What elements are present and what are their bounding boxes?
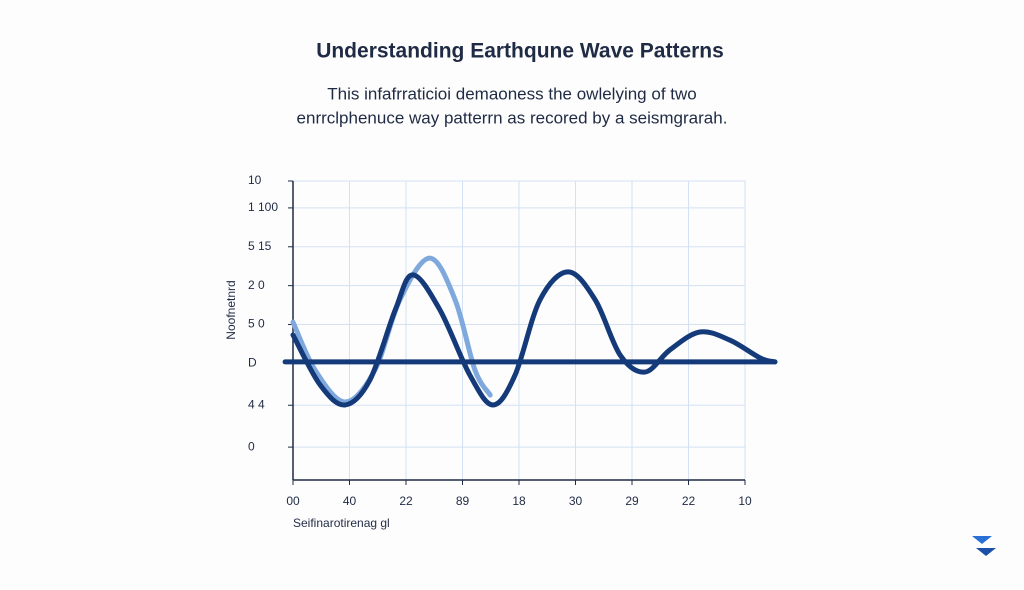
- y-tick-label: 10: [248, 173, 262, 187]
- y-tick-label: D: [248, 356, 257, 370]
- subtitle: enrrclphenuce way patterrn as recored by…: [297, 108, 728, 127]
- x-tick-label: 22: [399, 494, 413, 508]
- x-tick-label: 29: [625, 494, 639, 508]
- line-series: [290, 255, 493, 405]
- x-tick-label: 18: [512, 494, 526, 508]
- y-tick-label: 1 100: [248, 200, 278, 214]
- x-tick-label: 22: [682, 494, 696, 508]
- x-tick-label: 30: [569, 494, 583, 508]
- subtitle: This infafrraticioi demaoness the owlely…: [327, 84, 696, 103]
- x-axis-label: Seifinarotirenag gl: [293, 516, 390, 530]
- line-series: [290, 269, 778, 408]
- y-tick-label: 5 15: [248, 239, 272, 253]
- logo: [972, 536, 996, 556]
- y-tick-label: 0: [248, 439, 255, 453]
- y-tick-label: 2 0: [248, 278, 265, 292]
- chart-title: Understanding Earthqune Wave Patterns: [316, 40, 724, 63]
- y-tick-label: 4 4: [248, 397, 265, 411]
- x-tick-label: 89: [456, 494, 470, 508]
- y-tick-label: 5 0: [248, 317, 265, 331]
- x-tick-label: 10: [738, 494, 752, 508]
- x-tick-label: 00: [286, 494, 300, 508]
- x-tick-label: 40: [343, 494, 357, 508]
- y-axis-label: Noofnetnrd: [224, 280, 238, 339]
